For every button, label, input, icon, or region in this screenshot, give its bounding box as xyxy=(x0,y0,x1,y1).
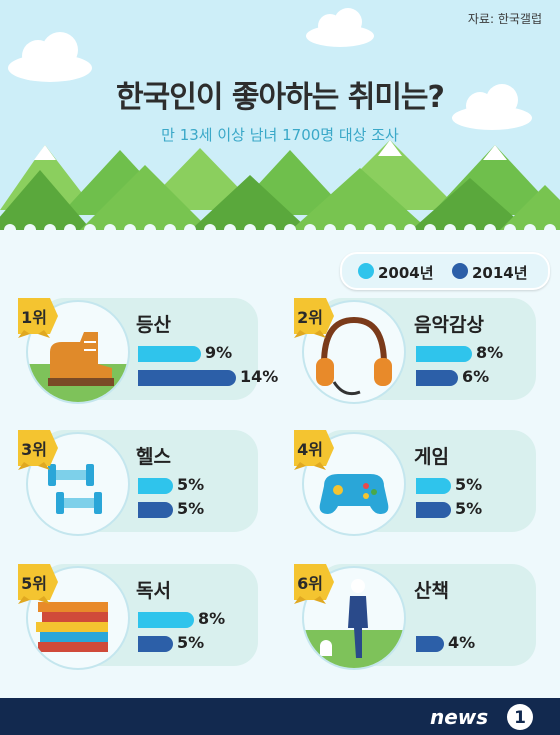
value-2014: 5% xyxy=(177,633,205,652)
rank-badge: 6위 xyxy=(290,560,342,604)
cloud-left xyxy=(8,32,92,82)
value-2004: 9% xyxy=(205,343,233,362)
bar-2014 xyxy=(416,370,458,386)
mountains-front xyxy=(0,165,560,240)
hobby-name: 헬스 xyxy=(136,446,171,468)
rank-badge: 1위 xyxy=(14,294,66,338)
value-2014: 6% xyxy=(462,367,490,386)
value-2004: 8% xyxy=(198,609,226,628)
hobby-name: 게임 xyxy=(414,446,449,468)
hobby-card: 5위 독서 8% 5% xyxy=(18,564,258,670)
chart-subtitle: 만 13세 이상 남녀 1700명 대상 조사 xyxy=(161,126,399,144)
bar-2004 xyxy=(138,612,194,628)
bar-2004 xyxy=(138,478,173,494)
rank-badge: 2위 xyxy=(290,294,342,338)
bar-2004 xyxy=(416,478,451,494)
mountain-scene xyxy=(0,8,560,240)
rank-label: 4위 xyxy=(297,440,323,459)
bar-2014 xyxy=(416,636,444,652)
value-2004: 5% xyxy=(177,475,205,494)
value-2014: 5% xyxy=(455,499,483,518)
gamepad-icon xyxy=(302,432,406,536)
hobby-name: 산책 xyxy=(414,580,449,602)
news1-logo: news 1 xyxy=(430,704,533,730)
bar-2014 xyxy=(138,370,236,386)
books-icon xyxy=(26,566,130,670)
hobby-card: 3위 헬스 5% 5% xyxy=(18,430,258,536)
rank-label: 2위 xyxy=(297,308,323,327)
legend: 2004년 2014년 xyxy=(340,252,550,290)
hobby-name: 등산 xyxy=(136,314,171,336)
bar-2014 xyxy=(138,502,173,518)
bar-2004 xyxy=(138,346,201,362)
bar-2014 xyxy=(138,636,173,652)
hobby-card: 4위 게임 5% 5% xyxy=(294,430,536,536)
rank-label: 6위 xyxy=(297,574,323,593)
bar-2004 xyxy=(416,346,472,362)
value-2014: 4% xyxy=(448,633,476,652)
rank-badge: 4위 xyxy=(290,426,342,470)
legend-label-2014: 2014년 xyxy=(472,264,528,282)
hobby-name: 독서 xyxy=(136,580,171,602)
cloud-right xyxy=(452,84,532,130)
hobby-card: 6위 산책 4% xyxy=(294,564,536,670)
logo-number: 1 xyxy=(514,708,526,728)
value-2014: 14% xyxy=(240,367,279,386)
chart-title: 한국인이 좋아하는 취미는? xyxy=(116,80,445,115)
cloud-top xyxy=(306,8,374,47)
legend-label-2004: 2004년 xyxy=(378,264,434,282)
rank-label: 3위 xyxy=(21,440,47,459)
legend-dot-2004 xyxy=(358,263,374,279)
value-2014: 5% xyxy=(177,499,205,518)
rank-label: 1위 xyxy=(21,308,47,327)
rank-badge: 3위 xyxy=(14,426,66,470)
legend-dot-2014 xyxy=(452,263,468,279)
bar-2014 xyxy=(416,502,451,518)
source-note: 자료: 한국갤럽 xyxy=(467,12,542,26)
logo-word: news xyxy=(430,705,488,729)
hobby-card: 2위 음악감상 8% 6% xyxy=(294,298,536,404)
rank-label: 5위 xyxy=(21,574,47,593)
hobby-card: 1위 등산 9% 14% xyxy=(18,298,278,404)
value-2004: 5% xyxy=(455,475,483,494)
footer-bar: news 1 xyxy=(0,698,560,735)
rank-badge: 5위 xyxy=(14,560,66,604)
value-2004: 8% xyxy=(476,343,504,362)
hobby-name: 음악감상 xyxy=(414,314,484,336)
